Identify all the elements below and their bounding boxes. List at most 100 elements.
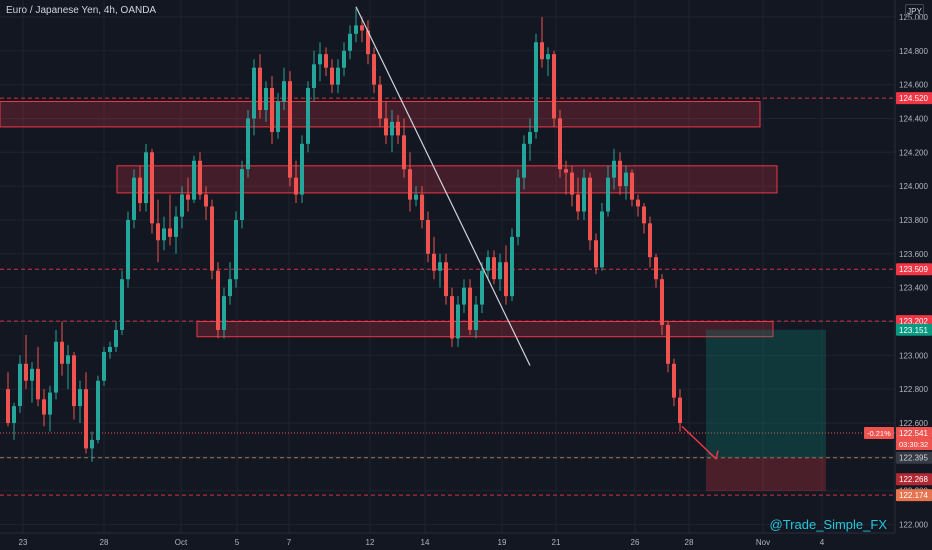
candle-body (654, 257, 658, 280)
candle (480, 262, 484, 314)
candle-body (666, 324, 670, 364)
candle-body (288, 81, 292, 178)
candle (54, 329, 58, 400)
candle (258, 54, 262, 119)
candle (174, 206, 178, 254)
candle (234, 211, 238, 288)
candle (576, 177, 580, 220)
candle-body (420, 194, 424, 220)
position-tool[interactable] (706, 329, 826, 492)
candle (210, 199, 214, 280)
candle-body (120, 279, 124, 330)
candle (186, 177, 190, 212)
candle-body (522, 143, 526, 178)
candle-body (90, 439, 94, 449)
price-tick-label: 124.800 (899, 47, 928, 56)
candle-body (414, 194, 418, 200)
candle-body (474, 304, 478, 330)
candle (24, 335, 28, 390)
candle (660, 274, 664, 336)
candle (414, 186, 418, 207)
candle-body (114, 329, 118, 347)
candle (84, 372, 88, 454)
candle-body (408, 169, 412, 200)
candle-body (54, 341, 58, 393)
candle-body (12, 406, 16, 424)
candle (156, 199, 160, 263)
price-tick-label: 124.600 (899, 81, 928, 90)
candle (540, 16, 544, 68)
position-target-area[interactable] (706, 329, 826, 458)
candle-body (252, 67, 256, 119)
candle-body (24, 363, 28, 381)
candle (504, 245, 508, 305)
candle-body (150, 152, 154, 224)
time-tick-label: Oct (175, 538, 188, 547)
candle (384, 101, 388, 144)
candle-body (276, 101, 280, 132)
candle-body (336, 67, 340, 85)
price-tick-label: 124.000 (899, 182, 928, 191)
time-tick-label: 4 (820, 538, 825, 547)
candle-body (96, 380, 100, 440)
candle (222, 287, 226, 339)
candle (528, 118, 532, 161)
candle (12, 402, 16, 440)
candle-body (282, 81, 286, 102)
candle-body (528, 131, 532, 144)
candle (672, 358, 676, 407)
candle (558, 109, 562, 178)
candle (276, 93, 280, 139)
candle (30, 362, 34, 403)
currency-badge[interactable]: JPY (905, 4, 924, 20)
candle-body (186, 194, 190, 200)
candle-body (30, 368, 34, 381)
candle-body (384, 118, 388, 136)
candle-body (540, 42, 544, 60)
candle (354, 8, 358, 43)
candle (348, 25, 352, 60)
candle (666, 321, 670, 373)
candle-body (108, 346, 112, 352)
candle-body (402, 135, 406, 170)
candle (606, 165, 610, 217)
candles (6, 8, 682, 462)
trendline[interactable] (355, 6, 719, 460)
countdown-bg (896, 438, 932, 450)
supply-demand-zone[interactable] (116, 165, 778, 194)
candle (102, 346, 106, 386)
candle (18, 355, 22, 413)
candle-body (480, 270, 484, 305)
level-price-tag: 123.509 (899, 265, 928, 274)
candle (342, 42, 346, 77)
candle-body (600, 211, 604, 268)
candle-body (360, 25, 364, 31)
candle-body (450, 296, 454, 339)
candle (300, 135, 304, 204)
supply-demand-zone[interactable] (196, 320, 774, 338)
candle (564, 160, 568, 195)
price-axis[interactable]: 125.000 124.800 124.600 124.400 124.200 124.0… (864, 0, 932, 550)
position-stop-area[interactable] (706, 457, 826, 492)
candle (312, 50, 316, 102)
candle (150, 148, 154, 234)
candle (648, 216, 652, 268)
time-tick-label: 12 (366, 538, 375, 547)
candle-body (156, 223, 160, 241)
candle-body (642, 206, 646, 224)
candle-body (144, 152, 148, 204)
time-tick-label: 14 (421, 538, 430, 547)
candle (588, 172, 592, 251)
candle (204, 186, 208, 220)
candle-body (558, 118, 562, 170)
price-tick-label: 124.400 (899, 114, 928, 123)
candle-body (582, 177, 586, 212)
candle-body (258, 67, 262, 110)
candle-body (510, 236, 514, 297)
time-axis[interactable]: 23 28 Oct 5 7 12 14 19 21 26 28 Nov 4 (0, 532, 932, 550)
candle-body (612, 160, 616, 178)
candle-body (618, 160, 622, 187)
trendline[interactable] (355, 6, 531, 366)
candle (396, 115, 400, 144)
